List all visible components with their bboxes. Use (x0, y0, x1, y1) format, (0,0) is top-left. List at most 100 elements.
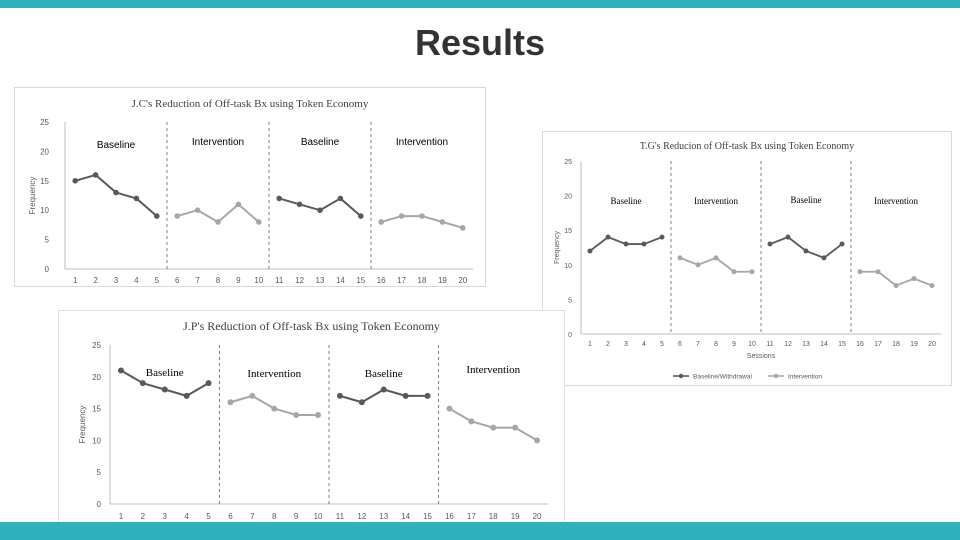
data-point-baseline (276, 195, 283, 202)
data-point-baseline (424, 392, 431, 399)
data-point-intervention (731, 269, 737, 275)
data-point-baseline (380, 386, 387, 393)
data-point-intervention (929, 283, 935, 289)
legend-label: Intervention (788, 374, 822, 381)
data-point-intervention (398, 213, 405, 219)
data-point-baseline (92, 172, 99, 178)
data-point-baseline (154, 213, 160, 219)
x-tick-label: 10 (314, 512, 323, 521)
data-point-intervention (512, 424, 519, 431)
x-tick-label: 18 (892, 341, 900, 348)
data-point-intervention (439, 219, 446, 225)
x-tick-label: 20 (533, 512, 542, 521)
data-point-intervention (271, 405, 278, 412)
y-tick-label: 10 (564, 263, 572, 270)
x-tick-label: 12 (357, 512, 366, 521)
x-tick-label: 6 (228, 512, 233, 521)
data-point-intervention (378, 219, 385, 225)
data-point-baseline (205, 380, 212, 387)
x-tick-label: 5 (206, 512, 211, 521)
x-tick-label: 4 (184, 512, 189, 521)
chart-title: T.G's Reducion of Off-task Bx using Toke… (640, 141, 854, 152)
y-tick-label: 0 (568, 332, 572, 339)
x-tick-label: 19 (438, 276, 447, 285)
data-point-intervention (695, 262, 701, 268)
series-line-baseline (278, 197, 362, 217)
x-tick-label: 12 (784, 341, 792, 348)
x-tick-label: 14 (336, 276, 345, 285)
data-point-baseline (767, 241, 773, 247)
x-tick-label: 16 (445, 512, 454, 521)
x-tick-label: 11 (275, 276, 284, 285)
y-tick-label: 15 (40, 177, 49, 186)
y-tick-label: 0 (97, 500, 102, 509)
data-point-intervention (419, 213, 425, 219)
x-tick-label: 13 (316, 276, 325, 285)
data-point-intervention (215, 219, 221, 225)
data-point-baseline (785, 234, 791, 240)
chart-title: J.P's Reduction of Off-task Bx using Tok… (183, 319, 440, 333)
data-point-baseline (183, 392, 190, 399)
data-point-intervention (677, 255, 683, 261)
y-tick-label: 10 (92, 436, 101, 445)
x-tick-label: 6 (175, 276, 180, 285)
y-axis-label: Frequency (78, 406, 87, 444)
x-tick-label: 18 (418, 276, 427, 285)
x-tick-label: 20 (928, 341, 936, 348)
phase-label: Baseline (146, 367, 184, 379)
phase-label: Baseline (365, 368, 403, 380)
series-line-intervention (230, 394, 319, 416)
x-tick-label: 4 (642, 341, 646, 348)
data-point-baseline (139, 380, 146, 387)
data-point-baseline (113, 189, 119, 196)
data-point-baseline (803, 248, 809, 254)
x-tick-label: 3 (114, 276, 119, 285)
series-line-baseline (769, 236, 843, 259)
chart-tg: T.G's Reducion of Off-task Bx using Toke… (542, 131, 952, 386)
x-tick-label: 2 (606, 341, 610, 348)
x-tick-label: 13 (802, 341, 810, 348)
data-point-baseline (358, 399, 365, 406)
phase-label: Intervention (192, 137, 244, 148)
data-point-baseline (358, 213, 364, 219)
y-tick-label: 0 (45, 265, 50, 274)
x-tick-label: 7 (250, 512, 255, 521)
data-point-intervention (235, 201, 242, 208)
x-tick-label: 19 (910, 341, 918, 348)
x-tick-label: 8 (714, 341, 718, 348)
x-tick-label: 2 (141, 512, 146, 521)
x-tick-label: 12 (295, 276, 304, 285)
x-tick-label: 17 (467, 512, 476, 521)
x-tick-label: 16 (377, 276, 386, 285)
data-point-intervention (875, 269, 881, 275)
data-point-intervention (534, 437, 541, 444)
data-point-baseline (337, 195, 344, 202)
legend-marker (773, 373, 779, 379)
x-tick-label: 10 (254, 276, 263, 285)
data-point-baseline (839, 241, 845, 247)
data-point-intervention (713, 255, 719, 261)
data-point-intervention (256, 219, 262, 225)
x-tick-label: 18 (489, 512, 498, 521)
data-point-baseline (133, 195, 140, 202)
data-point-intervention (911, 276, 917, 282)
x-tick-label: 6 (678, 341, 682, 348)
bottom-accent-bar (0, 522, 960, 540)
x-tick-label: 5 (155, 276, 160, 285)
y-tick-label: 25 (564, 159, 572, 166)
x-tick-label: 7 (195, 276, 200, 285)
page-title: Results (414, 22, 546, 63)
y-axis-label: Frequency (28, 177, 37, 215)
chart-jp: J.P's Reduction of Off-task Bx using Tok… (58, 310, 565, 527)
data-point-intervention (857, 269, 863, 275)
y-tick-label: 5 (97, 468, 102, 477)
x-tick-label: 3 (624, 341, 628, 348)
x-tick-label: 15 (423, 512, 432, 521)
x-tick-label: 9 (236, 276, 241, 285)
data-point-intervention (249, 392, 256, 399)
phase-label: Intervention (466, 364, 520, 376)
data-point-intervention (174, 213, 180, 219)
data-point-intervention (893, 283, 899, 289)
x-tick-label: 17 (397, 276, 406, 285)
x-tick-label: 14 (820, 341, 828, 348)
